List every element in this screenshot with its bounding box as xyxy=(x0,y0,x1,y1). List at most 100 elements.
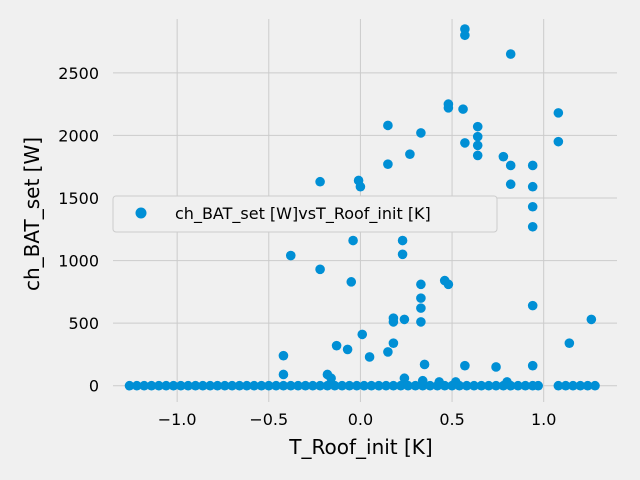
data-point xyxy=(355,181,366,192)
data-point xyxy=(337,380,347,391)
data-point xyxy=(146,380,157,391)
data-point xyxy=(553,136,564,147)
data-point xyxy=(212,380,223,391)
legend-marker xyxy=(135,207,147,219)
data-point xyxy=(505,49,516,59)
data-point xyxy=(198,380,208,391)
data-point xyxy=(364,352,375,362)
data-point xyxy=(315,176,325,187)
data-point xyxy=(366,380,377,391)
data-point xyxy=(582,380,593,391)
data-point xyxy=(472,131,483,142)
y-tick-label: 1500 xyxy=(58,189,99,208)
data-point xyxy=(568,380,578,391)
data-point xyxy=(458,104,468,114)
data-point xyxy=(527,360,538,371)
data-point xyxy=(443,279,454,290)
data-point xyxy=(505,179,516,190)
data-point xyxy=(168,380,179,391)
data-point xyxy=(553,108,564,118)
data-point xyxy=(472,150,483,161)
data-point xyxy=(383,120,393,131)
data-point xyxy=(249,380,259,391)
legend: ch_BAT_set [W]vsT_Roof_init [K] xyxy=(112,195,498,233)
data-point xyxy=(469,380,479,391)
data-point xyxy=(425,380,435,391)
data-point xyxy=(527,300,538,311)
data-point xyxy=(498,151,509,162)
data-point xyxy=(491,380,501,391)
data-point xyxy=(161,380,171,391)
data-point xyxy=(419,359,430,370)
data-point xyxy=(219,380,230,391)
data-point xyxy=(351,380,362,391)
data-point xyxy=(476,380,487,391)
x-tick-label: 0.5 xyxy=(439,410,464,429)
data-point xyxy=(399,373,410,384)
data-point xyxy=(227,380,237,391)
legend-label: ch_BAT_set [W]vsT_Roof_init [K] xyxy=(175,204,431,224)
data-point xyxy=(381,380,391,391)
data-point xyxy=(460,138,470,148)
data-point xyxy=(331,340,342,351)
data-point xyxy=(416,317,426,327)
data-point xyxy=(416,279,426,290)
data-point xyxy=(322,380,333,391)
data-point xyxy=(271,380,281,391)
data-point xyxy=(388,380,399,391)
data-point xyxy=(491,362,501,372)
data-point xyxy=(357,329,368,340)
data-point xyxy=(505,160,516,171)
data-point xyxy=(443,103,454,113)
data-point xyxy=(307,380,318,391)
data-point xyxy=(300,380,311,391)
data-point xyxy=(293,380,303,391)
data-point xyxy=(397,249,408,260)
data-point xyxy=(460,30,470,41)
data-point xyxy=(460,360,470,371)
data-point xyxy=(183,380,193,391)
data-point xyxy=(410,380,421,391)
data-point xyxy=(315,380,325,391)
data-point xyxy=(256,380,267,391)
data-point xyxy=(234,380,245,391)
data-point xyxy=(564,338,575,348)
data-point xyxy=(388,317,399,327)
data-point xyxy=(348,235,358,246)
data-point xyxy=(397,235,408,246)
data-point xyxy=(190,380,201,391)
data-point xyxy=(278,350,289,361)
data-point xyxy=(560,380,571,391)
data-point xyxy=(342,344,353,355)
data-point xyxy=(527,160,538,171)
data-point xyxy=(132,380,142,391)
x-tick-label: 0.0 xyxy=(348,410,373,429)
x-tick-labels: −1.0 −0.5 0.0 0.5 1.0 xyxy=(158,410,557,429)
data-point xyxy=(359,380,369,391)
data-point xyxy=(472,140,483,151)
data-point xyxy=(533,380,543,391)
data-point xyxy=(513,380,523,391)
data-point xyxy=(590,380,600,391)
data-point xyxy=(527,201,538,212)
data-point xyxy=(205,380,215,391)
data-point xyxy=(388,338,399,348)
y-tick-label: 0 xyxy=(89,377,99,396)
data-point xyxy=(461,380,472,391)
data-point xyxy=(315,264,325,275)
x-tick-label: 1.0 xyxy=(531,410,556,429)
data-point xyxy=(329,380,340,391)
data-point xyxy=(373,380,384,391)
data-point xyxy=(403,380,413,391)
data-point xyxy=(527,221,538,232)
data-point xyxy=(383,159,393,169)
data-point xyxy=(527,181,538,192)
data-point xyxy=(520,380,531,391)
data-point xyxy=(502,377,512,387)
data-point xyxy=(472,121,483,132)
data-point xyxy=(278,369,289,380)
data-points xyxy=(124,24,600,391)
data-point xyxy=(395,380,406,391)
data-point xyxy=(326,373,336,384)
